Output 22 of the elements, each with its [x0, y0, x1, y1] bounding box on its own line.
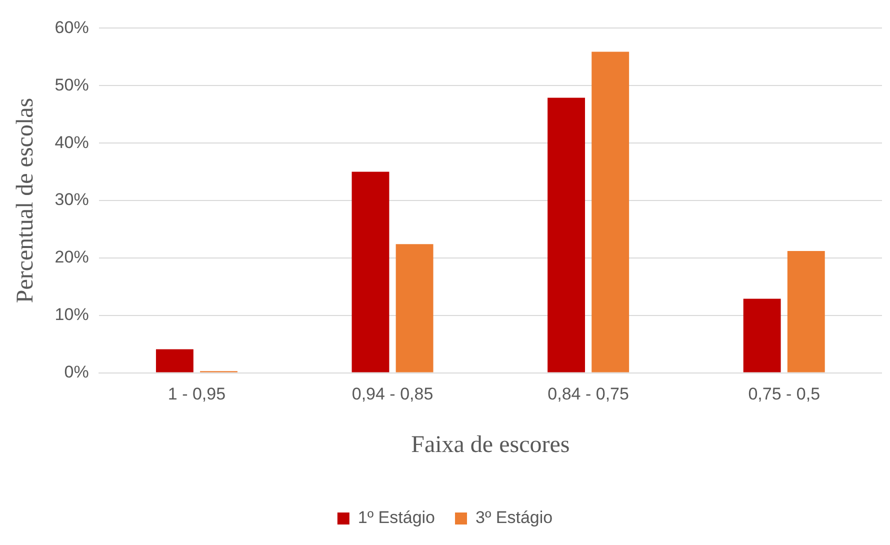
- x-tick-label: 0,75 - 0,5: [748, 384, 820, 404]
- x-tick-label: 1 - 0,95: [168, 384, 226, 404]
- bar: [352, 172, 390, 372]
- y-axis-title: Percentual de escolas: [12, 98, 39, 304]
- bar: [156, 349, 194, 372]
- y-tick-label: 50%: [54, 75, 89, 94]
- y-tick-label: 40%: [54, 132, 89, 152]
- bar: [787, 251, 825, 372]
- x-tick-label: 0,84 - 0,75: [548, 384, 629, 404]
- y-tick-label: 0%: [64, 362, 89, 382]
- legend-label: 1º Estágio: [358, 508, 436, 528]
- y-tick-label: 60%: [54, 18, 89, 37]
- y-tick-label: 30%: [54, 190, 89, 210]
- legend-label: 3º Estágio: [476, 508, 553, 528]
- bar: [743, 298, 781, 372]
- bar: [548, 98, 586, 372]
- y-tick-label: 20%: [54, 248, 89, 267]
- bar: [396, 244, 434, 372]
- bar: [592, 52, 630, 372]
- x-tick-label: 0,94 - 0,85: [352, 384, 434, 404]
- y-tick-label: 10%: [54, 305, 89, 324]
- x-axis-title: Faixa de escores: [411, 432, 570, 458]
